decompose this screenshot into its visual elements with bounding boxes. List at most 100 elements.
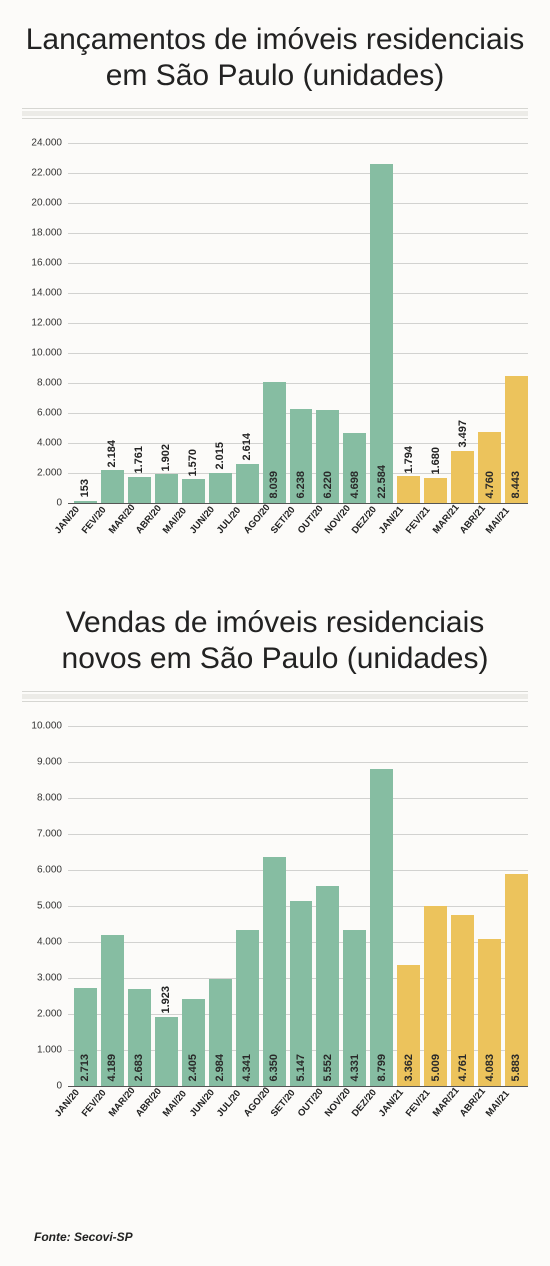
bar: 2.015 xyxy=(209,473,232,503)
bar-col: 2.184 xyxy=(101,143,124,503)
bar: 4.761 xyxy=(451,915,474,1086)
bar-value-label: 5.009 xyxy=(430,1054,442,1082)
chart-area: 01.0002.0003.0004.0005.0006.0007.0008.00… xyxy=(22,726,528,1086)
bar-value-label: 2.184 xyxy=(106,440,118,468)
bars-container: 1532.1841.7611.9021.5702.0152.6148.0396.… xyxy=(74,143,528,503)
bar: 1.680 xyxy=(424,478,447,503)
bar-value-label: 3.497 xyxy=(457,420,469,448)
bar: 5.883 xyxy=(505,874,528,1086)
bar-value-label: 1.923 xyxy=(160,986,172,1014)
bar-value-label: 4.341 xyxy=(241,1054,253,1082)
chart-title: Vendas de imóveis residenciais novos em … xyxy=(22,605,528,677)
bar: 4.331 xyxy=(343,930,366,1086)
bar-col: 2.614 xyxy=(236,143,259,503)
bar-col: 6.350 xyxy=(263,726,286,1086)
bar-value-label: 6.350 xyxy=(268,1054,280,1082)
bar-col: 2.713 xyxy=(74,726,97,1086)
bar: 3.497 xyxy=(451,451,474,503)
bar: 6.220 xyxy=(316,410,339,503)
bar-col: 153 xyxy=(74,143,97,503)
bar-value-label: 3.362 xyxy=(403,1054,415,1082)
bar: 1.794 xyxy=(397,476,420,503)
bar: 8.039 xyxy=(263,382,286,503)
y-tick-label: 6.000 xyxy=(18,408,62,419)
bar: 1.570 xyxy=(182,479,205,503)
bar-value-label: 1.680 xyxy=(430,447,442,475)
y-tick-label: 8.000 xyxy=(18,378,62,389)
y-tick-label: 6.000 xyxy=(18,865,62,876)
bar-value-label: 2.683 xyxy=(133,1054,145,1082)
bar-value-label: 6.220 xyxy=(322,471,334,499)
bar-value-label: 153 xyxy=(79,479,91,497)
bar-value-label: 22.584 xyxy=(376,465,388,499)
bar: 3.362 xyxy=(397,965,420,1086)
bar: 8.799 xyxy=(370,769,393,1086)
y-tick-label: 10.000 xyxy=(18,721,62,732)
bar-col: 1.680 xyxy=(424,143,447,503)
chart-title: Lançamentos de imóveis residenciais em S… xyxy=(22,22,528,94)
y-tick-label: 2.000 xyxy=(18,1009,62,1020)
bar: 2.184 xyxy=(101,470,124,503)
bar-col: 4.698 xyxy=(343,143,366,503)
bar: 2.614 xyxy=(236,464,259,503)
bar: 4.698 xyxy=(343,433,366,503)
bar-col: 1.570 xyxy=(182,143,205,503)
bar-value-label: 4.761 xyxy=(457,1054,469,1082)
bar-value-label: 4.083 xyxy=(484,1054,496,1082)
bar: 4.341 xyxy=(236,930,259,1086)
bar-value-label: 2.713 xyxy=(79,1054,91,1082)
bar-col: 8.443 xyxy=(505,143,528,503)
bar: 2.984 xyxy=(209,979,232,1086)
bar: 1.902 xyxy=(155,474,178,503)
bar: 1.761 xyxy=(128,477,151,503)
bar-col: 22.584 xyxy=(370,143,393,503)
bar-value-label: 6.238 xyxy=(295,471,307,499)
bar-col: 1.902 xyxy=(155,143,178,503)
bar-col: 2.683 xyxy=(128,726,151,1086)
y-tick-label: 0 xyxy=(18,1081,62,1092)
y-tick-label: 4.000 xyxy=(18,937,62,948)
title-divider xyxy=(22,691,528,702)
bar-value-label: 1.902 xyxy=(160,444,172,472)
plot-area: 02.0004.0006.0008.00010.00012.00014.0001… xyxy=(68,143,528,504)
bar-value-label: 2.984 xyxy=(214,1054,226,1082)
bar-col: 6.238 xyxy=(290,143,313,503)
y-tick-label: 20.000 xyxy=(18,198,62,209)
bar: 4.189 xyxy=(101,935,124,1086)
bar-col: 8.799 xyxy=(370,726,393,1086)
bar: 2.713 xyxy=(74,988,97,1086)
bar: 4.760 xyxy=(478,432,501,503)
bar-value-label: 2.015 xyxy=(214,442,226,470)
bar-col: 5.147 xyxy=(290,726,313,1086)
y-tick-label: 12.000 xyxy=(18,318,62,329)
bars-container: 2.713 4.189 2.683 1.923 2.405 2.984 4.341 6.350… xyxy=(74,726,528,1086)
bar: 6.350 xyxy=(263,857,286,1086)
y-tick-label: 4.000 xyxy=(18,438,62,449)
bar-col: 5.552 xyxy=(316,726,339,1086)
bar: 4.083 xyxy=(478,939,501,1086)
bar: 5.552 xyxy=(316,886,339,1086)
y-tick-label: 22.000 xyxy=(18,168,62,179)
bar-col: 4.331 xyxy=(343,726,366,1086)
bar: 6.238 xyxy=(290,409,313,503)
bar-col: 3.362 xyxy=(397,726,420,1086)
y-tick-label: 16.000 xyxy=(18,258,62,269)
bar-value-label: 2.405 xyxy=(187,1054,199,1082)
bar-value-label: 8.443 xyxy=(510,471,522,499)
bar-col: 2.015 xyxy=(209,143,232,503)
y-tick-label: 7.000 xyxy=(18,829,62,840)
plot-area: 01.0002.0003.0004.0005.0006.0007.0008.00… xyxy=(68,726,528,1087)
bar-value-label: 1.570 xyxy=(187,449,199,477)
x-labels: JAN/20FEV/20MAR/20ABR/20MAI/20JUN/20JUL/… xyxy=(74,503,528,563)
bar-value-label: 4.189 xyxy=(106,1054,118,1082)
bar-value-label: 4.331 xyxy=(349,1054,361,1082)
bar-value-label: 5.552 xyxy=(322,1054,334,1082)
y-tick-label: 9.000 xyxy=(18,757,62,768)
y-tick-label: 2.000 xyxy=(18,468,62,479)
bar-col: 4.083 xyxy=(478,726,501,1086)
title-divider xyxy=(22,108,528,119)
y-tick-label: 8.000 xyxy=(18,793,62,804)
bar: 22.584 xyxy=(370,164,393,503)
bar-value-label: 4.698 xyxy=(349,471,361,499)
bar: 8.443 xyxy=(505,376,528,503)
